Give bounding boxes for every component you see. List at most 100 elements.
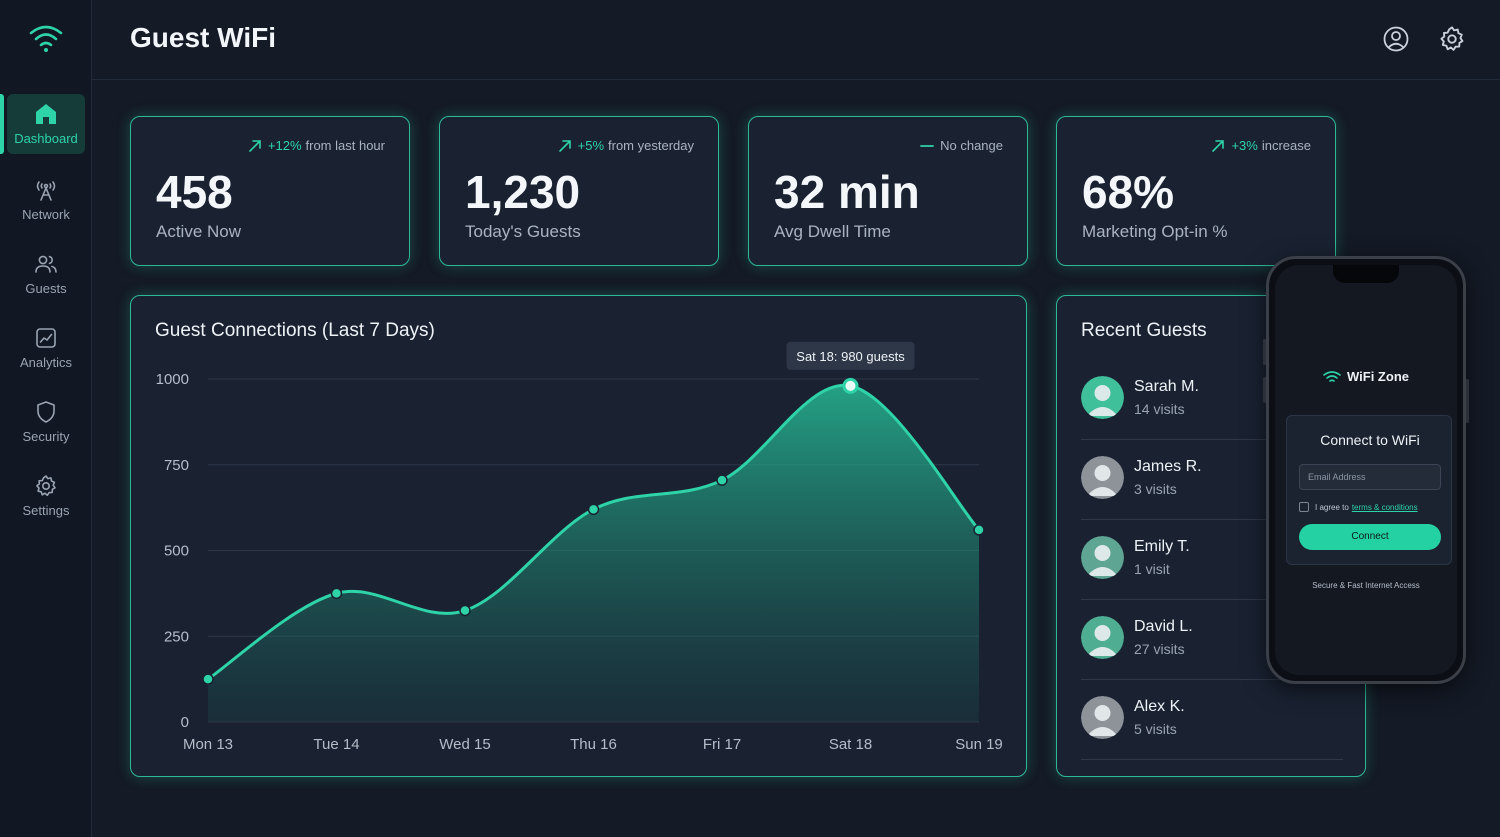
sidebar-item-label: Security [22,429,70,444]
home-icon [36,104,56,124]
trend-percent: +3% [1231,138,1258,153]
stat-value: 68% [1082,166,1175,218]
trend-indicator: +12% from last hour [248,138,385,153]
terms-agreement: I agree to terms & conditions [1299,502,1418,512]
stat-label: Avg Dwell Time [774,222,891,241]
guest-list-item[interactable]: James R. 3 visits [1081,440,1343,520]
chart-title: Guest Connections (Last 7 Days) [155,320,435,341]
captive-portal-brand: WiFi Zone [1275,369,1457,384]
data-point [716,474,728,486]
phone-notch [1333,265,1399,283]
avatar [1081,616,1124,659]
guest-list-item[interactable]: David L. 27 visits [1081,600,1343,680]
sidebar-item-security[interactable]: Security [7,392,85,452]
x-tick-label: Mon 13 [183,736,233,753]
gear-icon [36,475,56,497]
sidebar-item-settings[interactable]: Settings [7,466,85,526]
gear-icon[interactable] [1438,25,1466,53]
trend-indicator: +5% from yesterday [558,138,694,153]
x-tick-label: Tue 14 [313,736,359,753]
trend-text: from last hour [305,138,385,153]
connect-form: Connect to WiFi I agree to terms & condi… [1286,415,1452,565]
x-tick-label: Wed 15 [439,736,490,753]
data-point [587,503,600,516]
phone-mockup: WiFi Zone Connect to WiFi I agree to ter… [1263,256,1469,684]
header: Guest WiFi [92,0,1500,80]
stat-label: Today's Guests [465,222,581,241]
avatar [1081,456,1124,499]
portal-footer-text: Secure & Fast Internet Access [1312,581,1420,590]
arrow-up-right-icon [1212,139,1225,152]
guest-visits: 3 visits [1134,481,1177,497]
stat-card-marketing-opt-in: +3% increase 68% Marketing Opt-in % [1056,116,1336,266]
stat-value: 32 min [774,166,920,218]
avatar [1081,696,1124,739]
guest-visits: 1 visit [1134,561,1170,577]
user-circle-icon[interactable] [1382,25,1410,53]
area-fill [208,385,979,722]
sidebar: Dashboard Network Guests Analytics Secur… [0,0,92,837]
sidebar-item-label: Network [22,207,70,222]
guest-name: James R. [1134,458,1202,475]
y-tick-label: 1000 [156,371,189,388]
guest-list-item[interactable]: Alex K. 5 visits [1081,680,1343,760]
y-tick-label: 500 [164,543,189,560]
agree-text: I agree to [1315,502,1349,512]
stat-value: 458 [156,166,233,218]
data-point [330,587,343,600]
stat-value: 1,230 [465,166,581,218]
guest-visits: 5 visits [1134,721,1177,737]
sidebar-item-analytics[interactable]: Analytics [7,318,85,378]
email-field[interactable] [1299,464,1441,490]
arrow-up-right-icon [558,139,571,152]
guest-list-item[interactable]: Sarah M. 14 visits [1081,360,1343,440]
trend-indicator: +3% increase [1211,138,1311,153]
y-tick-label: 750 [164,457,189,474]
brand-name: WiFi Zone [1347,369,1409,384]
trend-text: No change [940,138,1003,153]
data-point [202,673,214,685]
sidebar-item-guests[interactable]: Guests [7,244,85,304]
guest-list-item[interactable]: Emily T. 1 visit [1081,520,1343,600]
sidebar-item-network[interactable]: Network [7,170,85,230]
wifi-icon [1323,370,1341,382]
sidebar-item-label: Dashboard [14,131,78,146]
guest-name: Alex K. [1134,698,1185,715]
trend-text: from yesterday [608,138,694,153]
shield-icon [37,401,55,423]
stat-card-active-now: +12% from last hour 458 Active Now [130,116,410,266]
sidebar-item-label: Settings [22,503,70,518]
x-tick-label: Sun 19 [955,736,1003,753]
stat-card-todays-guests: +5% from yesterday 1,230 Today's Guests [439,116,719,266]
tooltip [786,341,915,370]
page-title: Guest WiFi [130,22,276,53]
trend-percent: +12% [267,138,302,153]
phone-volume-button [1263,339,1266,365]
phone-volume-button [1263,377,1266,403]
guest-connections-chart: 0 250 500 750 1000 Mon 13 Tue 14 Wed 15 Thu 16 Fr… [156,341,1003,753]
terms-link[interactable]: terms & conditions [1351,502,1418,512]
users-icon [35,255,57,273]
sidebar-item-label: Analytics [19,355,73,370]
y-tick-label: 0 [181,714,189,731]
phone-screen: WiFi Zone Connect to WiFi I agree to ter… [1275,265,1457,675]
wifi-icon [29,25,63,52]
sidebar-item-dashboard[interactable]: Dashboard [0,94,85,154]
data-point-highlight [842,377,859,394]
sidebar-item-label: Guests [25,281,67,296]
stat-label: Active Now [156,222,242,241]
connect-form-title: Connect to WiFi [1320,432,1420,448]
y-tick-label: 250 [164,628,189,645]
terms-checkbox[interactable] [1299,502,1309,512]
antenna-icon [36,181,56,201]
data-point [459,604,471,617]
guest-name: Emily T. [1134,538,1190,555]
chart-icon [36,328,56,348]
trend-text: increase [1261,138,1311,153]
tooltip-text: Sat 18: 980 guests [796,349,905,364]
trend-percent: +5% [577,138,605,153]
stat-card-avg-dwell-time: No change 32 min Avg Dwell Time [748,116,1028,266]
connect-button[interactable]: Connect [1299,524,1441,550]
guest-visits: 27 visits [1134,641,1185,657]
x-tick-label: Thu 16 [570,736,617,753]
